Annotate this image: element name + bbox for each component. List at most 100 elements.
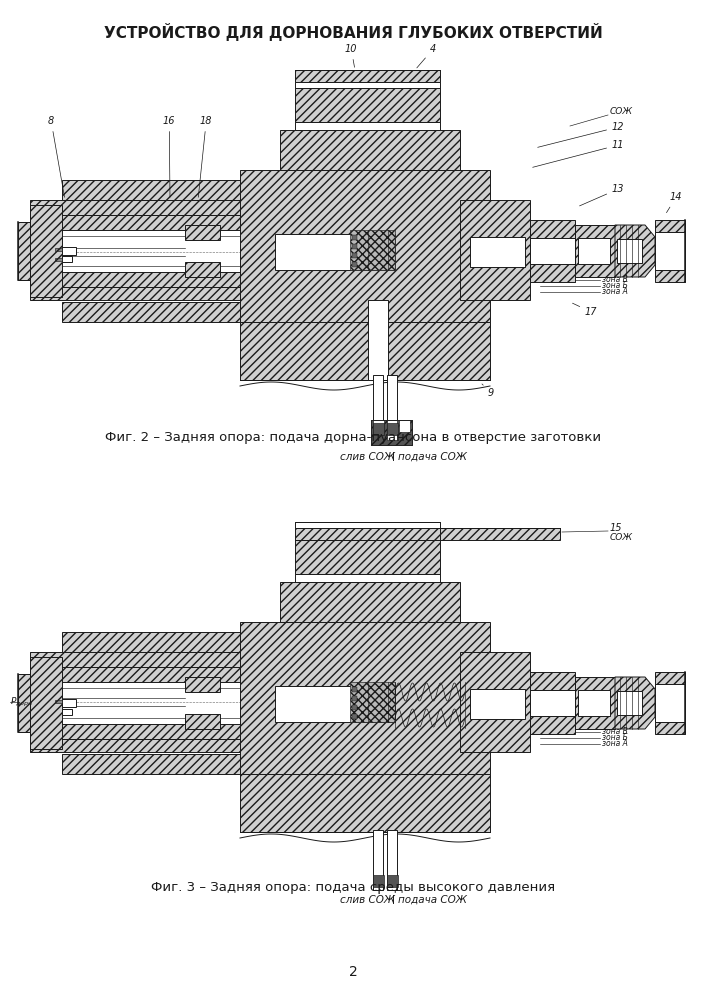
Bar bbox=[352, 235, 357, 240]
Polygon shape bbox=[295, 528, 440, 540]
Bar bbox=[275, 234, 395, 270]
Bar bbox=[470, 237, 525, 267]
Polygon shape bbox=[530, 264, 575, 282]
Polygon shape bbox=[18, 674, 30, 732]
Polygon shape bbox=[55, 248, 62, 251]
Polygon shape bbox=[185, 225, 220, 240]
Polygon shape bbox=[280, 582, 460, 622]
Polygon shape bbox=[62, 632, 280, 652]
Polygon shape bbox=[185, 262, 220, 277]
Bar bbox=[655, 232, 685, 270]
Text: подача СОЖ: подача СОЖ bbox=[398, 895, 467, 905]
Bar bbox=[352, 705, 357, 710]
Bar bbox=[352, 696, 357, 701]
Polygon shape bbox=[30, 205, 62, 297]
Polygon shape bbox=[240, 322, 490, 380]
Text: СОЖ: СОЖ bbox=[610, 532, 633, 542]
Bar bbox=[373, 875, 384, 887]
Polygon shape bbox=[655, 672, 685, 684]
Polygon shape bbox=[615, 677, 655, 729]
Text: зона В: зона В bbox=[602, 728, 628, 736]
Text: 10: 10 bbox=[345, 44, 358, 67]
Polygon shape bbox=[240, 170, 490, 322]
Polygon shape bbox=[30, 667, 280, 682]
Bar bbox=[352, 687, 357, 692]
Polygon shape bbox=[62, 180, 280, 200]
Polygon shape bbox=[62, 754, 280, 774]
Text: Фиг. 2 – Задняя опора: подача дорна-пуансона в отверстие заготовки: Фиг. 2 – Задняя опора: подача дорна-пуан… bbox=[105, 430, 601, 444]
Bar bbox=[387, 830, 397, 890]
Polygon shape bbox=[655, 220, 685, 232]
Polygon shape bbox=[575, 225, 615, 277]
Text: слив СОЖ: слив СОЖ bbox=[340, 452, 395, 462]
Polygon shape bbox=[295, 540, 440, 574]
Polygon shape bbox=[280, 130, 460, 170]
Polygon shape bbox=[530, 220, 575, 238]
Bar bbox=[352, 253, 357, 258]
Polygon shape bbox=[655, 270, 685, 282]
Text: УСТРОЙСТВО ДЛЯ ДОРНОВАНИЯ ГЛУБОКИХ ОТВЕРСТИЙ: УСТРОЙСТВО ДЛЯ ДОРНОВАНИЯ ГЛУБОКИХ ОТВЕР… bbox=[104, 23, 602, 41]
Polygon shape bbox=[30, 215, 280, 230]
Polygon shape bbox=[295, 70, 440, 82]
Text: зона А: зона А bbox=[602, 740, 628, 748]
Bar bbox=[62, 247, 76, 255]
Bar bbox=[387, 875, 398, 887]
Polygon shape bbox=[615, 225, 655, 277]
Bar bbox=[62, 699, 76, 707]
Bar bbox=[295, 522, 440, 528]
Polygon shape bbox=[185, 714, 220, 729]
Polygon shape bbox=[460, 652, 530, 752]
Bar bbox=[373, 375, 383, 440]
Polygon shape bbox=[30, 287, 280, 300]
Text: 2: 2 bbox=[349, 965, 357, 979]
Bar bbox=[352, 714, 357, 719]
Bar bbox=[352, 262, 357, 267]
Text: зона В: зона В bbox=[602, 275, 628, 284]
Polygon shape bbox=[530, 716, 575, 734]
Bar bbox=[387, 375, 397, 440]
Polygon shape bbox=[18, 222, 30, 280]
Polygon shape bbox=[30, 652, 280, 667]
Polygon shape bbox=[575, 677, 615, 729]
Polygon shape bbox=[440, 528, 560, 540]
Bar bbox=[352, 244, 357, 249]
Bar bbox=[655, 684, 685, 722]
Polygon shape bbox=[655, 722, 685, 734]
Text: 4: 4 bbox=[417, 44, 436, 68]
Polygon shape bbox=[350, 230, 395, 270]
Polygon shape bbox=[55, 700, 62, 703]
Bar bbox=[373, 830, 383, 890]
Bar bbox=[578, 238, 610, 264]
Text: СОЖ: СОЖ bbox=[610, 107, 633, 116]
Bar bbox=[470, 689, 525, 719]
Text: зона А: зона А bbox=[602, 288, 628, 296]
Polygon shape bbox=[55, 258, 62, 261]
Bar bbox=[530, 238, 575, 264]
Polygon shape bbox=[30, 272, 280, 287]
Text: 12: 12 bbox=[538, 122, 624, 147]
Polygon shape bbox=[30, 657, 62, 749]
Text: $P_{дорн}$: $P_{дорн}$ bbox=[10, 695, 33, 709]
Bar bbox=[578, 690, 610, 716]
Polygon shape bbox=[530, 672, 575, 690]
Polygon shape bbox=[460, 200, 530, 300]
Text: 14: 14 bbox=[667, 192, 682, 213]
Text: 8: 8 bbox=[48, 116, 64, 197]
Text: 18: 18 bbox=[198, 116, 213, 197]
Bar bbox=[373, 423, 384, 435]
Bar bbox=[387, 423, 398, 435]
Text: зона Б: зона Б bbox=[602, 282, 628, 290]
Bar bbox=[530, 690, 575, 716]
Polygon shape bbox=[30, 724, 280, 739]
Bar bbox=[62, 256, 72, 262]
Text: зона Б: зона Б bbox=[602, 734, 628, 742]
Text: 11: 11 bbox=[532, 140, 624, 167]
Text: слив СОЖ: слив СОЖ bbox=[340, 895, 395, 905]
Text: 16: 16 bbox=[163, 116, 175, 197]
Text: 13: 13 bbox=[580, 184, 624, 206]
Bar bbox=[617, 239, 642, 263]
Bar bbox=[295, 122, 440, 130]
Bar bbox=[62, 709, 72, 715]
Bar bbox=[368, 300, 388, 380]
Polygon shape bbox=[295, 88, 440, 122]
